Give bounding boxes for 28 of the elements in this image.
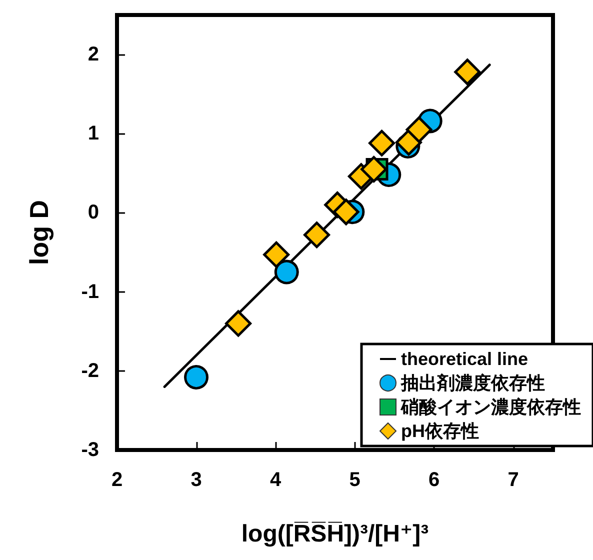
point bbox=[368, 130, 396, 156]
y-tick-label: -1 bbox=[81, 280, 99, 303]
y-tick-label: 0 bbox=[88, 202, 99, 224]
x-tick-label: 4 bbox=[270, 469, 282, 491]
point bbox=[406, 116, 432, 143]
point bbox=[184, 364, 209, 390]
x-tick-label: 6 bbox=[428, 469, 440, 491]
legend-label: 抽出剤濃度依存性 bbox=[400, 373, 545, 393]
point bbox=[304, 222, 330, 248]
y-axis-title: log D bbox=[24, 200, 54, 265]
x-tick-label: 5 bbox=[349, 469, 360, 491]
y-tick-label: 1 bbox=[88, 122, 99, 145]
point bbox=[263, 241, 290, 268]
x-tick-label: 3 bbox=[190, 469, 202, 491]
legend-label: pH依存性 bbox=[401, 421, 479, 441]
point bbox=[360, 156, 388, 182]
point bbox=[274, 260, 299, 284]
point bbox=[225, 310, 252, 337]
y-tick-label: -2 bbox=[81, 360, 99, 382]
point bbox=[454, 58, 481, 86]
y-tick-label: -3 bbox=[81, 439, 99, 461]
y-tick-label: 2 bbox=[88, 44, 99, 66]
legend-label: theoretical line bbox=[401, 349, 528, 369]
x-tick-label: 2 bbox=[111, 469, 123, 491]
x-tick-label: 7 bbox=[508, 469, 519, 491]
point bbox=[332, 198, 360, 226]
x-axis-title: log([R̅S̅H̅])³/[H⁺]³ bbox=[241, 520, 429, 548]
legend-label: 硝酸イオン濃度依存性 bbox=[400, 397, 581, 417]
